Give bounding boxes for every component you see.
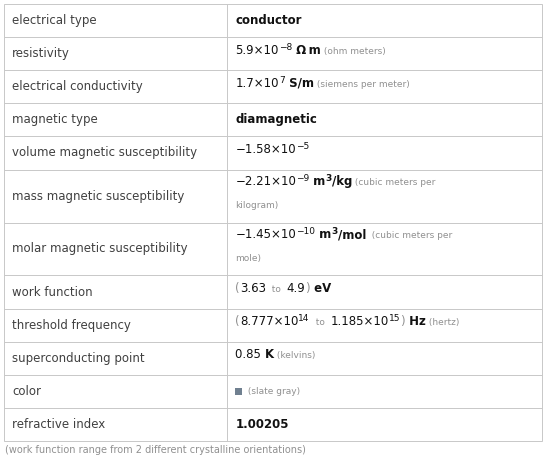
Text: −9: −9 (296, 174, 310, 184)
Text: 3: 3 (331, 227, 337, 236)
Text: magnetic type: magnetic type (12, 113, 98, 126)
Text: 15: 15 (389, 314, 400, 323)
Text: 4.9: 4.9 (287, 282, 305, 295)
Text: 1.00205: 1.00205 (235, 418, 289, 431)
Bar (235, 388, 242, 395)
Text: (kelvins): (kelvins) (274, 351, 316, 360)
Text: 3.63: 3.63 (240, 282, 266, 295)
Text: 1.7×10: 1.7×10 (235, 77, 279, 90)
Text: threshold frequency: threshold frequency (12, 319, 131, 332)
Text: −1.58×10: −1.58×10 (235, 143, 296, 156)
Text: 14: 14 (298, 314, 310, 323)
Text: kilogram): kilogram) (235, 201, 278, 210)
Text: mass magnetic susceptibility: mass magnetic susceptibility (12, 190, 185, 202)
Text: molar magnetic susceptibility: molar magnetic susceptibility (12, 242, 188, 256)
Text: mole): mole) (235, 254, 262, 263)
Text: eV: eV (310, 282, 331, 295)
Text: conductor: conductor (235, 14, 302, 27)
Text: color: color (12, 385, 41, 398)
Text: to: to (266, 285, 287, 294)
Text: 0.85: 0.85 (235, 348, 265, 361)
Text: m: m (310, 175, 325, 189)
Text: resistivity: resistivity (12, 47, 70, 60)
Text: (ohm meters): (ohm meters) (321, 47, 385, 56)
Text: diamagnetic: diamagnetic (235, 113, 317, 126)
Text: (cubic meters per: (cubic meters per (366, 231, 452, 241)
Text: (hertz): (hertz) (425, 318, 459, 327)
Text: (siemens per meter): (siemens per meter) (313, 80, 410, 89)
Text: work function: work function (12, 285, 93, 298)
Text: /kg: /kg (332, 175, 352, 189)
Text: −8: −8 (278, 43, 292, 52)
Text: to: to (310, 318, 330, 327)
Text: refractive index: refractive index (12, 418, 105, 431)
Text: K: K (265, 348, 274, 361)
Text: (: ( (235, 282, 240, 295)
Text: ): ) (305, 282, 310, 295)
Text: Hz: Hz (405, 315, 425, 328)
Text: (cubic meters per: (cubic meters per (352, 179, 436, 187)
Text: /mol: /mol (337, 229, 366, 241)
Text: −10: −10 (296, 227, 315, 236)
Text: electrical type: electrical type (12, 14, 97, 27)
Text: −1.45×10: −1.45×10 (235, 229, 296, 241)
Text: electrical conductivity: electrical conductivity (12, 80, 143, 93)
Text: 5.9×10: 5.9×10 (235, 44, 278, 56)
Text: 3: 3 (325, 174, 332, 184)
Text: superconducting point: superconducting point (12, 352, 145, 365)
Text: 7: 7 (279, 76, 284, 85)
Text: volume magnetic susceptibility: volume magnetic susceptibility (12, 146, 197, 159)
Text: 1.185×10: 1.185×10 (330, 315, 389, 328)
Text: S/m: S/m (284, 77, 313, 90)
Text: (slate gray): (slate gray) (245, 387, 300, 396)
Text: ): ) (400, 315, 405, 328)
Text: m: m (315, 229, 331, 241)
Text: (work function range from 2 different crystalline orientations): (work function range from 2 different cr… (5, 445, 306, 455)
Text: −2.21×10: −2.21×10 (235, 175, 296, 189)
Text: Ω m: Ω m (292, 44, 321, 56)
Text: 8.777×10: 8.777×10 (240, 315, 298, 328)
Text: −5: −5 (296, 142, 309, 151)
Text: (: ( (235, 315, 240, 328)
